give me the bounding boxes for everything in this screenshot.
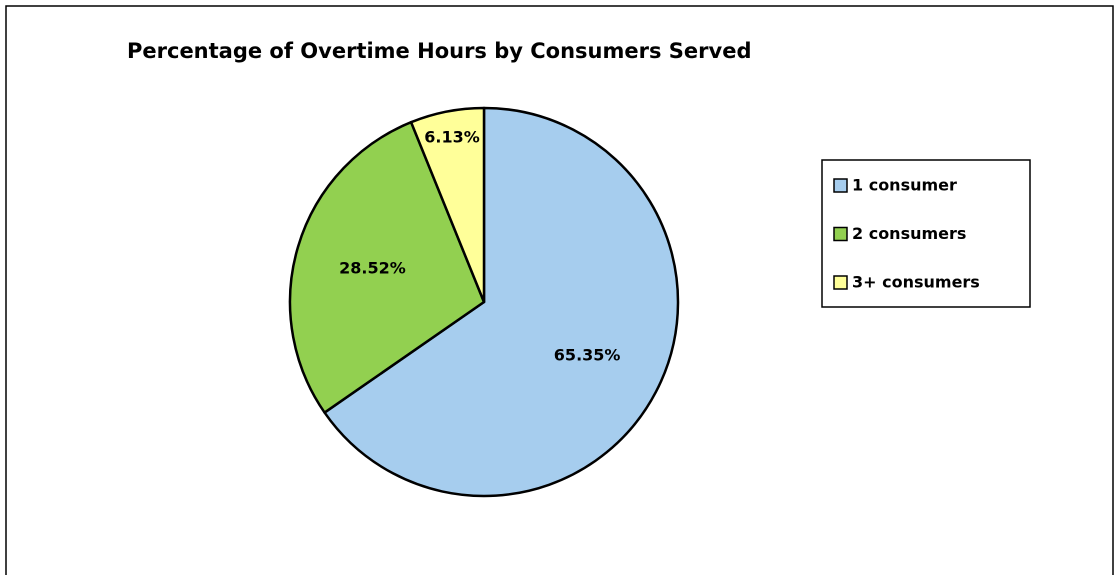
- legend-label: 3+ consumers: [852, 273, 980, 292]
- legend-swatch: [833, 275, 848, 290]
- pie-slice: [323, 106, 680, 498]
- pie-slice: [409, 106, 486, 304]
- chart-title: Percentage of Overtime Hours by Consumer…: [127, 39, 751, 63]
- data-label: 28.52%: [339, 258, 406, 277]
- data-label: 65.35%: [554, 345, 621, 364]
- pie-slice: [288, 120, 486, 414]
- legend-swatch: [833, 178, 848, 193]
- legend-label: 1 consumer: [852, 176, 957, 195]
- legend-box: [821, 159, 1031, 308]
- legend-swatch: [833, 226, 848, 242]
- data-label: 6.13%: [424, 128, 480, 147]
- legend-label: 2 consumers: [852, 224, 966, 243]
